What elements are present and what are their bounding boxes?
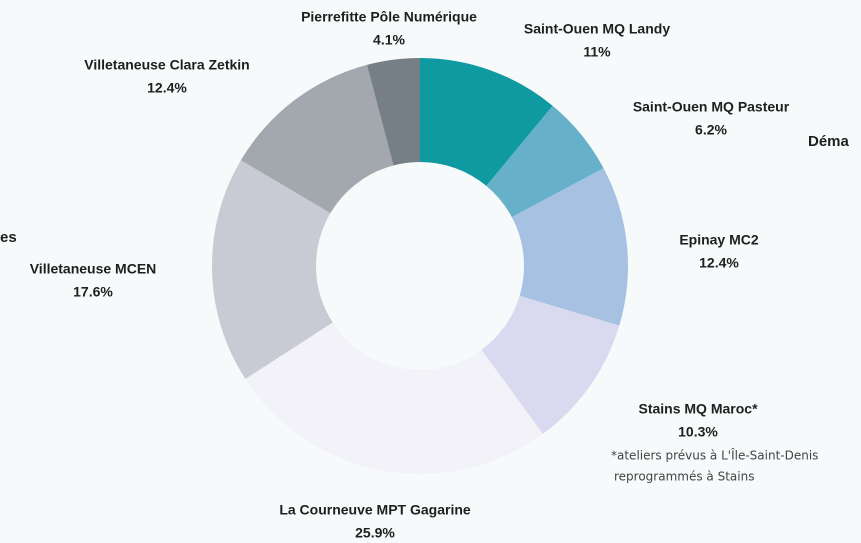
donut-slice xyxy=(245,322,543,474)
cropped-text: Déma xyxy=(808,133,850,150)
slice-value: 12.4% xyxy=(147,80,187,96)
footnote: *ateliers prévus à L'Île-Saint-Denis xyxy=(611,448,818,463)
cropped-text: es xyxy=(0,229,17,246)
slice-label: Epinay MC2 xyxy=(679,232,759,248)
slice-label: Saint-Ouen MQ Pasteur xyxy=(633,99,790,115)
donut-slice xyxy=(486,105,604,218)
donut-slice xyxy=(212,160,333,379)
slice-value: 12.4% xyxy=(699,255,739,271)
donut-slice xyxy=(511,168,628,326)
slice-value: 25.9% xyxy=(355,525,395,541)
footnote: reprogrammés à Stains xyxy=(614,470,754,484)
slice-value: 10.3% xyxy=(678,424,718,440)
slice-label: La Courneuve MPT Gagarine xyxy=(279,502,471,518)
donut-slice xyxy=(420,58,553,186)
slice-label: Villetaneuse Clara Zetkin xyxy=(84,57,249,73)
slice-label: Stains MQ Maroc* xyxy=(638,401,758,417)
donut-slice xyxy=(481,295,620,434)
slice-value: 17.6% xyxy=(73,284,113,300)
slice-label: Villetaneuse MCEN xyxy=(30,261,157,277)
slice-value: 4.1% xyxy=(373,32,405,48)
slice-value: 11% xyxy=(583,44,611,60)
donut-slice xyxy=(240,64,394,214)
donut-slice xyxy=(366,58,420,166)
slice-label: Pierrefitte Pôle Numérique xyxy=(301,9,477,25)
slice-label: Saint-Ouen MQ Landy xyxy=(524,21,670,37)
slice-value: 6.2% xyxy=(695,122,727,138)
